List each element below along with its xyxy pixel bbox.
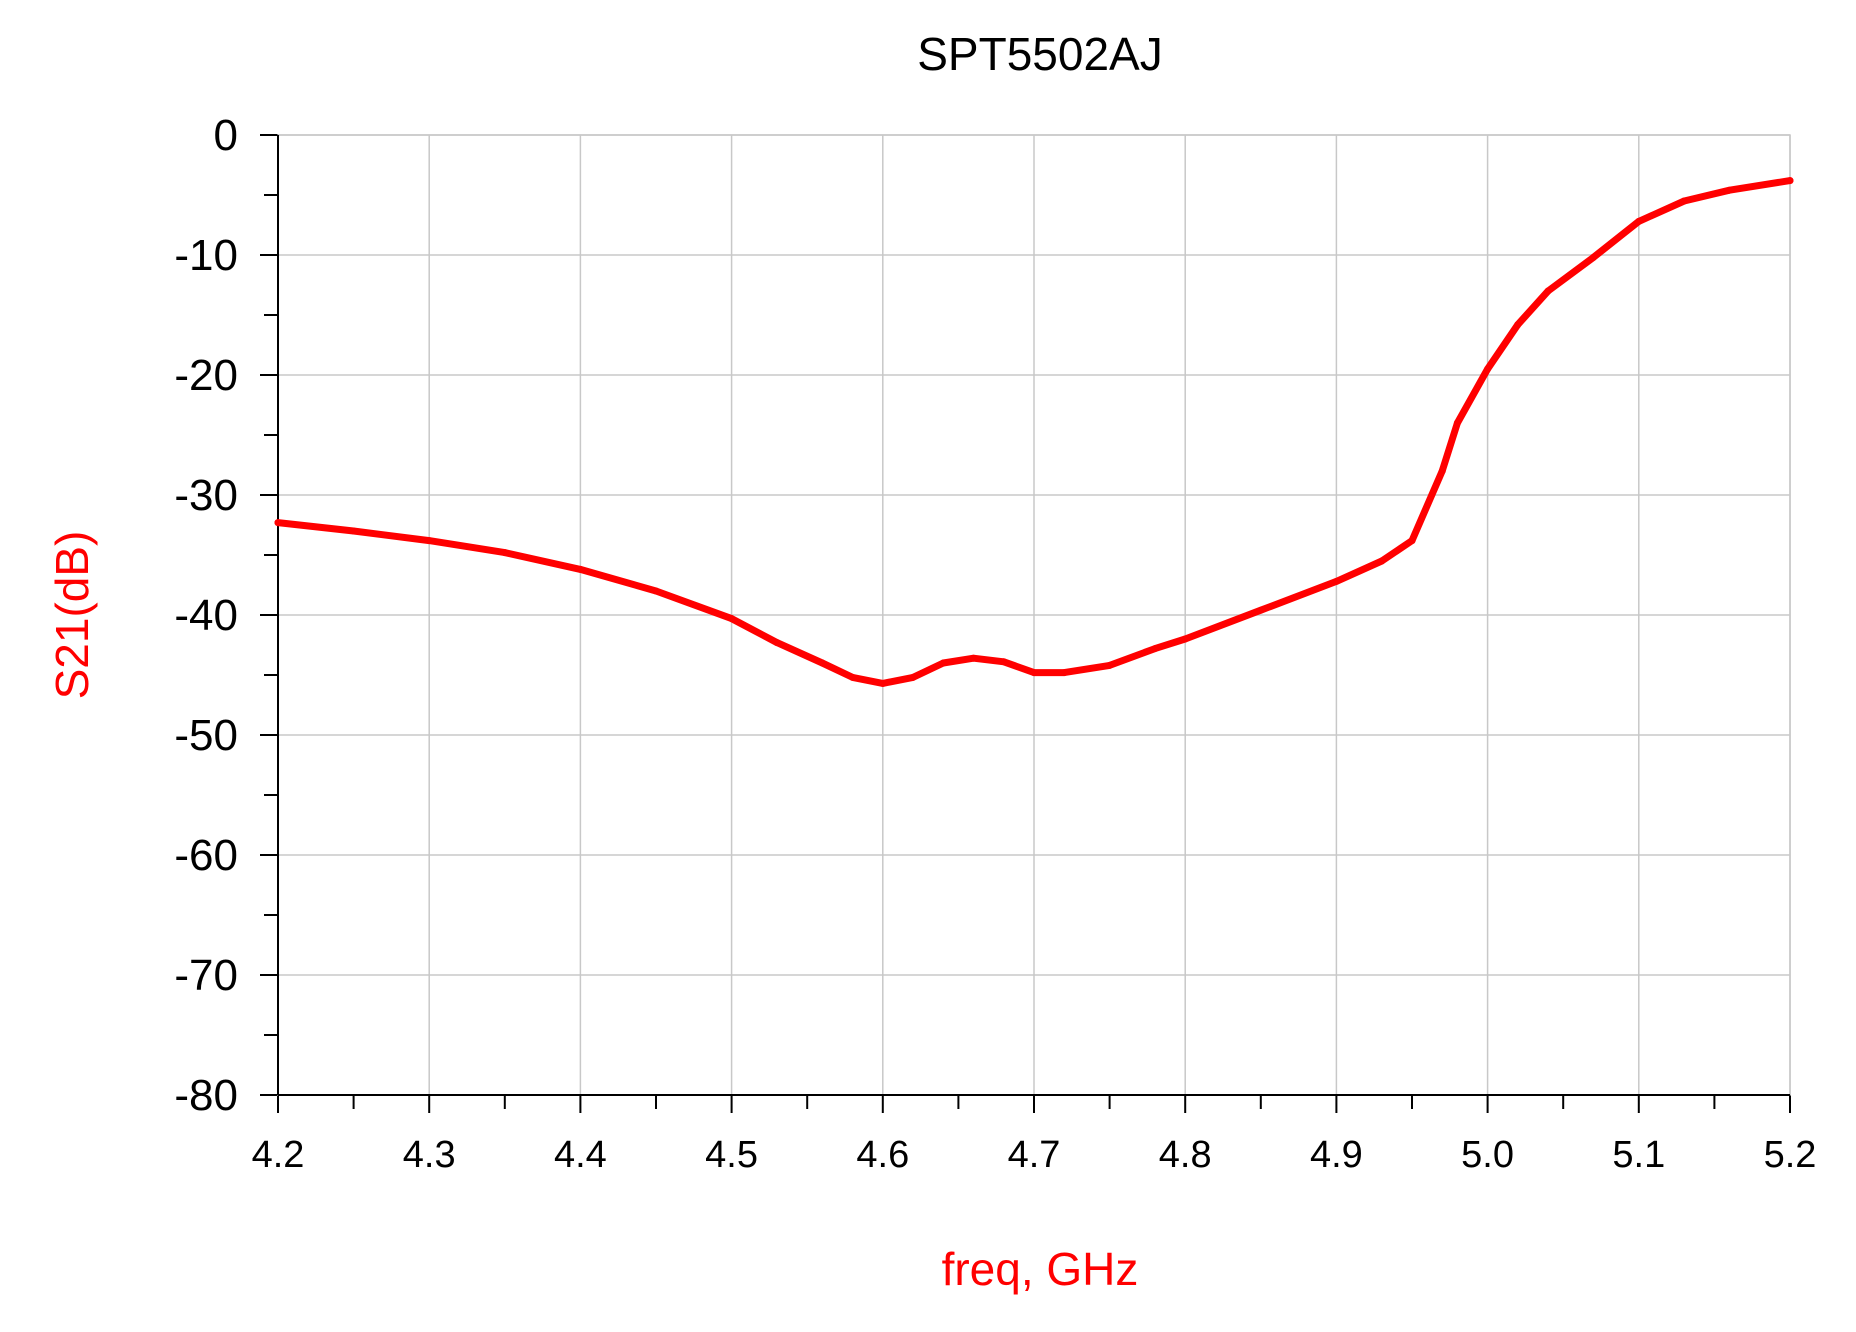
data-point xyxy=(1544,287,1552,295)
data-point xyxy=(274,519,282,527)
x-tick-label: 4.4 xyxy=(554,1134,607,1176)
x-tick-label: 4.7 xyxy=(1008,1134,1061,1176)
data-point xyxy=(1030,669,1038,677)
x-tick-label: 5.1 xyxy=(1612,1134,1665,1176)
data-point xyxy=(1151,645,1159,653)
data-point xyxy=(1786,177,1794,185)
x-tick-label: 5.0 xyxy=(1461,1134,1514,1176)
y-tick-labels: 0 -10 -20 -30 -40 -50 -60 -70 -80 xyxy=(174,111,238,1120)
data-point xyxy=(879,679,887,687)
data-point xyxy=(1332,577,1340,585)
data-point xyxy=(1453,419,1461,427)
y-tick-label: -80 xyxy=(174,1071,238,1120)
x-tick-label: 4.5 xyxy=(705,1134,758,1176)
data-point xyxy=(818,659,826,667)
data-point xyxy=(1181,635,1189,643)
y-tick-label: 0 xyxy=(214,111,238,160)
x-tick-label: 4.3 xyxy=(403,1134,456,1176)
data-point xyxy=(1680,197,1688,205)
x-tick-label: 4.8 xyxy=(1159,1134,1212,1176)
x-tick-label: 5.2 xyxy=(1764,1134,1817,1176)
data-point xyxy=(1106,661,1114,669)
y-tick-label: -20 xyxy=(174,351,238,400)
chart-title: SPT5502AJ xyxy=(917,28,1162,80)
y-tick-label: -10 xyxy=(174,231,238,280)
data-point xyxy=(1514,321,1522,329)
data-point xyxy=(652,587,660,595)
data-point xyxy=(939,659,947,667)
y-tick-label: -30 xyxy=(174,471,238,520)
data-point xyxy=(1726,186,1734,194)
data-point xyxy=(728,615,736,623)
data-point xyxy=(1484,365,1492,373)
data-point xyxy=(1408,537,1416,545)
data-point xyxy=(1378,557,1386,565)
data-point xyxy=(909,673,917,681)
data-point xyxy=(1438,467,1446,475)
data-point xyxy=(501,549,509,557)
y-tick-label: -70 xyxy=(174,951,238,1000)
y-tick-label: -50 xyxy=(174,711,238,760)
series-line-s21 xyxy=(274,177,1794,687)
x-tick-labels: 4.2 4.3 4.4 4.5 4.6 4.7 4.8 4.9 5.0 5.1 5.2 xyxy=(252,1134,1817,1176)
y-axis-label: S21(dB) xyxy=(46,531,98,700)
data-point xyxy=(1589,253,1597,261)
data-point xyxy=(1257,606,1265,614)
x-axis-label: freq, GHz xyxy=(942,1243,1139,1295)
minor-ticks xyxy=(260,134,1791,1113)
data-point xyxy=(849,673,857,681)
x-tick-label: 4.6 xyxy=(856,1134,909,1176)
data-points xyxy=(274,177,1794,687)
y-tick-label: -60 xyxy=(174,831,238,880)
data-point xyxy=(1000,658,1008,666)
data-point xyxy=(576,565,584,573)
data-point xyxy=(970,654,978,662)
x-tick-label: 4.2 xyxy=(252,1134,305,1176)
y-tick-label: -40 xyxy=(174,591,238,640)
data-point xyxy=(350,527,358,535)
data-point xyxy=(425,537,433,545)
data-point xyxy=(1060,669,1068,677)
x-tick-label: 4.9 xyxy=(1310,1134,1363,1176)
data-point xyxy=(773,639,781,647)
data-point xyxy=(1635,217,1643,225)
